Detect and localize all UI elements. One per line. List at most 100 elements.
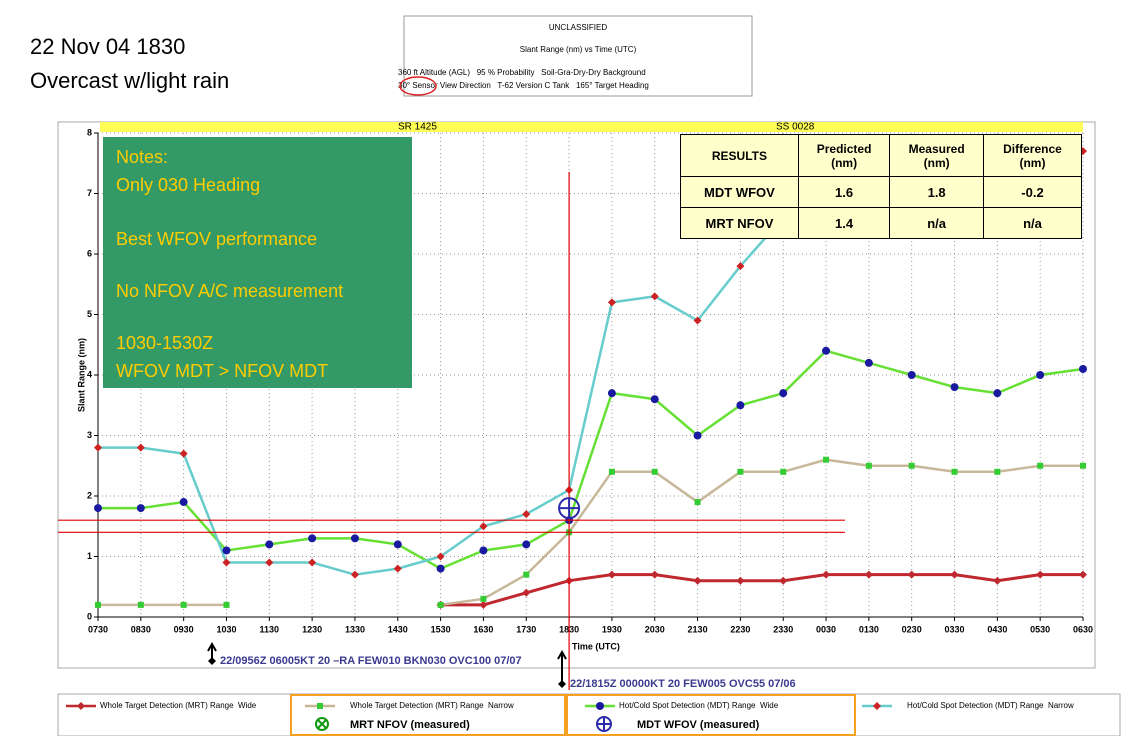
data-point	[693, 316, 702, 325]
value-cell: -0.2	[982, 176, 1083, 208]
data-point	[137, 601, 144, 608]
weather-tip	[208, 657, 216, 665]
data-point	[650, 292, 659, 301]
data-point	[222, 546, 231, 555]
legend-marker	[77, 702, 85, 710]
data-point	[265, 540, 274, 549]
data-point	[650, 395, 659, 404]
data-point	[479, 546, 488, 555]
data-point	[737, 468, 744, 475]
data-point	[864, 358, 873, 367]
data-point	[907, 371, 916, 379]
x-tick-label: 1230	[302, 624, 322, 634]
measured-point	[558, 497, 581, 520]
data-point	[179, 498, 188, 507]
legend-label: MDT WFOV (measured)	[637, 719, 760, 731]
icon-ring	[315, 717, 329, 731]
data-point	[908, 462, 915, 469]
data-point	[865, 462, 872, 469]
data-point	[608, 468, 615, 475]
data-point	[308, 534, 317, 543]
data-point	[522, 588, 531, 597]
data-point	[993, 576, 1002, 585]
weather-label: 22/1815Z 00000KT 20 FEW005 OVC55 07/06	[570, 678, 796, 690]
legend-highlight	[566, 694, 856, 736]
data-point	[1080, 462, 1086, 469]
legend-icon	[596, 716, 612, 732]
x-tick-label: 1330	[345, 624, 365, 634]
x-tick-label: 1730	[516, 624, 536, 634]
data-point	[1037, 462, 1044, 469]
legend-label: Whole Target Detection (MRT) Range Wide	[100, 701, 257, 710]
header-cell: Difference (nm)	[982, 134, 1083, 177]
data-point	[823, 456, 830, 463]
icon-cross	[317, 719, 327, 729]
legend-icon	[315, 717, 329, 731]
value-cell: n/a	[889, 207, 984, 239]
weather-tip	[558, 680, 566, 688]
header-line: 360 ft Altitude (AGL) 95 % Probability S…	[398, 68, 646, 77]
highlight-ellipse	[399, 76, 437, 96]
header-text: Measured	[908, 141, 965, 156]
data-point	[1079, 570, 1087, 579]
data-point	[693, 431, 702, 440]
sun-band	[100, 122, 1083, 132]
note-text: Best WFOV performance	[116, 229, 317, 249]
x-tick-label: 2030	[645, 624, 665, 634]
x-tick-label: 0630	[1073, 624, 1093, 634]
value-cell: 1.6	[797, 176, 891, 208]
data-point	[950, 383, 959, 392]
table-header-row: RESULTS Predicted (nm) Measured (nm) Differen…	[680, 134, 1083, 177]
header-cell: Measured (nm)	[889, 134, 984, 177]
chart-title: Slant Range (nm) vs Time (UTC)	[520, 45, 637, 54]
note-text: WFOV MDT > NFOV MDT	[116, 361, 328, 381]
data-point	[393, 540, 402, 549]
y-tick-label: 5	[87, 309, 92, 319]
y-tick-label: 6	[87, 248, 92, 258]
data-point	[779, 389, 788, 398]
data-point	[95, 601, 101, 608]
x-tick-label: 0530	[1030, 624, 1050, 634]
header-cell: RESULTS	[680, 134, 799, 177]
data-point	[94, 443, 102, 452]
y-tick-label: 3	[87, 430, 92, 440]
series-line	[440, 573, 1083, 607]
y-tick-label: 1	[87, 551, 92, 561]
sunset-label: SS 0028	[776, 122, 815, 133]
x-tick-label: 1630	[473, 624, 493, 634]
data-point	[993, 389, 1002, 398]
x-tick-label: 0430	[987, 624, 1007, 634]
x-tick-label: 0330	[945, 624, 965, 634]
slide-subtitle: Overcast w/light rain	[30, 68, 229, 93]
note-text: Notes:	[116, 147, 168, 167]
data-point	[523, 571, 530, 578]
data-point	[393, 564, 402, 573]
x-axis-label: Time (UTC)	[572, 641, 620, 651]
header-text: Predicted	[816, 141, 872, 156]
data-point	[136, 504, 145, 513]
x-tick-label: 0030	[816, 624, 836, 634]
legend-label: Whole Target Detection (MRT) Range Narro…	[350, 701, 514, 710]
legend-marker	[873, 702, 881, 710]
data-point	[736, 576, 745, 585]
header-text: (nm)	[1019, 155, 1046, 170]
slide-title: 22 Nov 04 1830	[30, 34, 185, 59]
x-tick-label: 1930	[602, 624, 622, 634]
series-line	[98, 349, 1084, 570]
data-point	[308, 558, 317, 567]
y-axis-label: Slant Range (nm)	[76, 338, 86, 412]
data-point	[436, 552, 445, 561]
weather-arrow	[557, 649, 567, 684]
legend-label: Hot/Cold Spot Detection (MDT) Range Narr…	[907, 701, 1074, 710]
value-cell: 1.8	[889, 176, 984, 208]
x-tick-label: 2230	[730, 624, 750, 634]
data-point	[650, 570, 659, 579]
data-point	[222, 558, 231, 567]
data-point	[736, 401, 745, 410]
row-label: MDT WFOV	[680, 176, 799, 208]
weather-label: 22/0956Z 06005KT 20 –RA FEW010 BKN030 OV…	[220, 655, 522, 667]
data-point	[179, 449, 188, 458]
notes-box	[103, 137, 412, 388]
legend-label: MRT NFOV (measured)	[350, 719, 470, 731]
